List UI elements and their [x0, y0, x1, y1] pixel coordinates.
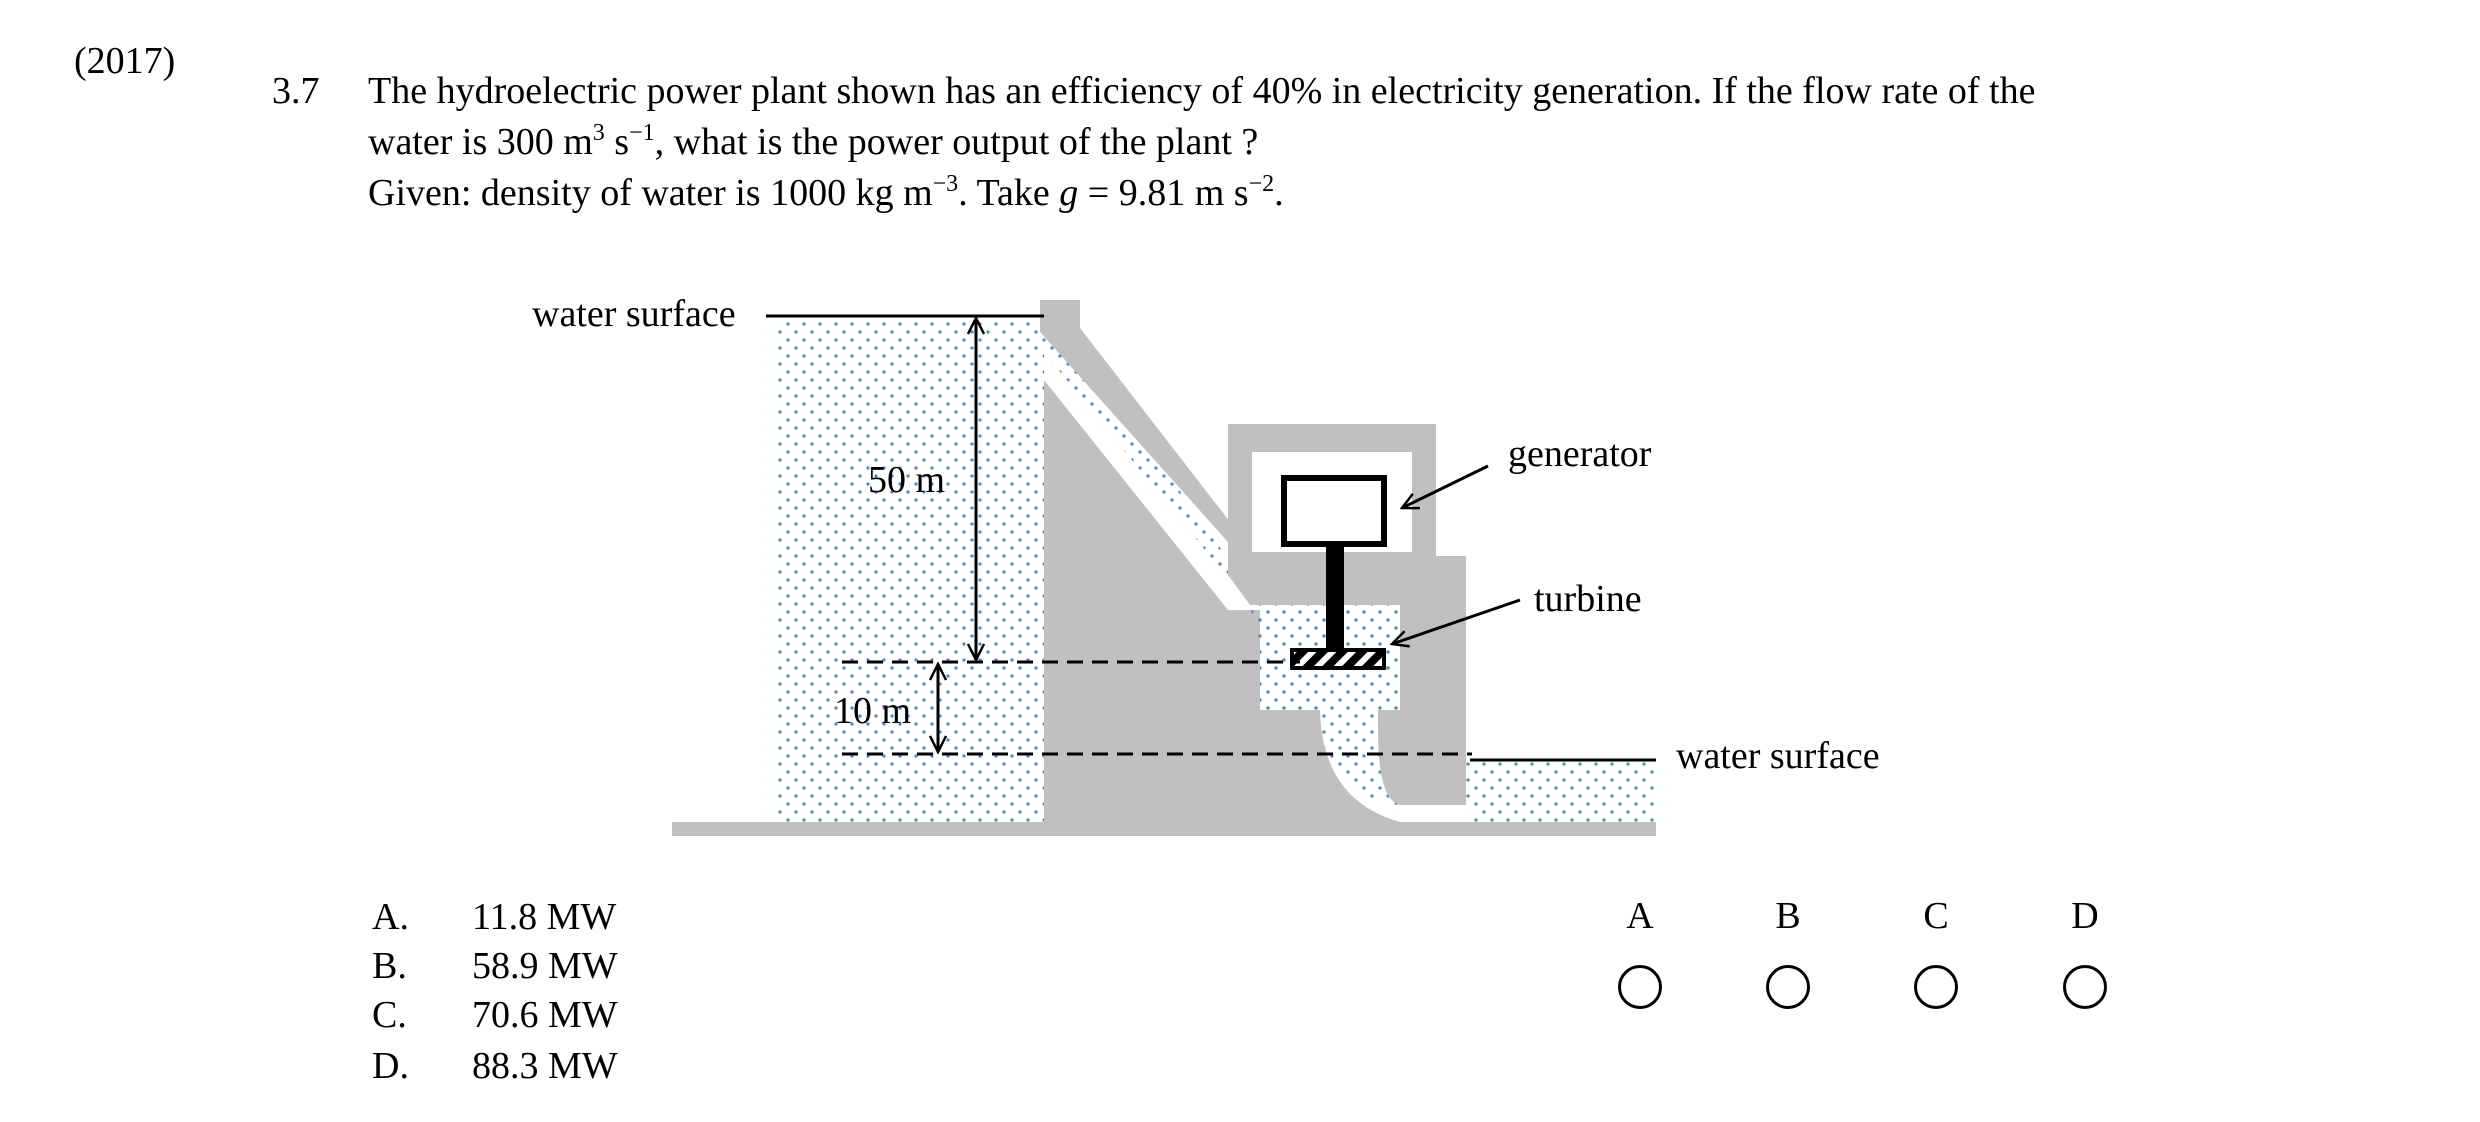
- dam-crest: [1040, 300, 1244, 560]
- question-number: 3.7: [272, 70, 320, 112]
- turbine-shaft: [1326, 544, 1344, 652]
- superscript: −2: [1248, 171, 1275, 197]
- superscript: −3: [932, 171, 959, 197]
- option-value-a: 11.8 MW: [472, 896, 617, 938]
- answer-label-d: D: [2071, 895, 2099, 937]
- lower-water-surface-label: water surface: [1676, 735, 1880, 777]
- turbine-label: turbine: [1534, 578, 1642, 620]
- year-label: (2017): [74, 40, 176, 82]
- answer-bubble-d[interactable]: [2063, 965, 2107, 1009]
- tailrace-water: [1470, 760, 1656, 822]
- turbine-blades: [1290, 648, 1386, 670]
- generator-label: generator: [1508, 433, 1652, 475]
- gravity-symbol: g: [1059, 172, 1079, 214]
- option-letter-d: D.: [372, 1045, 409, 1087]
- superscript: 3: [592, 120, 605, 146]
- question-text-part: Given: density of water is 1000 kg m: [368, 172, 933, 214]
- question-text-part: water is 300 m: [368, 121, 593, 163]
- answer-label-c: C: [1923, 895, 1949, 937]
- option-value-b: 58.9 MW: [472, 945, 618, 987]
- question-text-line-2: water is 300 m3 s−1, what is the power o…: [368, 120, 1259, 163]
- question-text-part: = 9.81 m s: [1078, 172, 1249, 214]
- option-letter-b: B.: [372, 945, 407, 987]
- question-text-part: , what is the power output of the plant …: [654, 121, 1259, 163]
- ground-base: [672, 822, 1656, 836]
- answer-bubble-c[interactable]: [1914, 965, 1958, 1009]
- question-text-part: . Take: [958, 172, 1060, 214]
- question-text-part: s: [604, 121, 630, 163]
- option-letter-c: C.: [372, 994, 407, 1036]
- question-text-line-1: The hydroelectric power plant shown has …: [368, 70, 2036, 112]
- dam-body: [1044, 380, 1400, 822]
- generator-pointer-arrow: [1402, 464, 1489, 508]
- answer-bubble-b[interactable]: [1766, 965, 1810, 1009]
- drop-height-label: 10 m: [834, 690, 911, 732]
- generator-box: [1281, 475, 1387, 547]
- superscript: −1: [629, 120, 655, 146]
- answer-bubble-a[interactable]: [1618, 965, 1662, 1009]
- option-value-d: 88.3 MW: [472, 1045, 618, 1087]
- answer-label-b: B: [1775, 895, 1801, 937]
- answer-label-a: A: [1626, 895, 1654, 937]
- head-height-label: 50 m: [868, 459, 945, 501]
- turbine-pointer-arrow: [1392, 598, 1521, 644]
- option-letter-a: A.: [372, 896, 409, 938]
- upper-water-surface-label: water surface: [532, 293, 736, 335]
- reservoir-water: [776, 316, 1044, 822]
- question-text-part: .: [1274, 172, 1284, 214]
- question-text-line-3: Given: density of water is 1000 kg m−3. …: [368, 171, 1284, 214]
- option-value-c: 70.6 MW: [472, 994, 618, 1036]
